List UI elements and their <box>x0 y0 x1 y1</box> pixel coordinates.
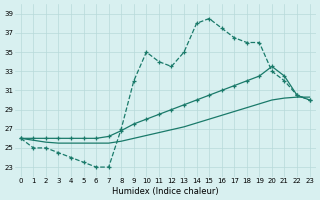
X-axis label: Humidex (Indice chaleur): Humidex (Indice chaleur) <box>112 187 219 196</box>
